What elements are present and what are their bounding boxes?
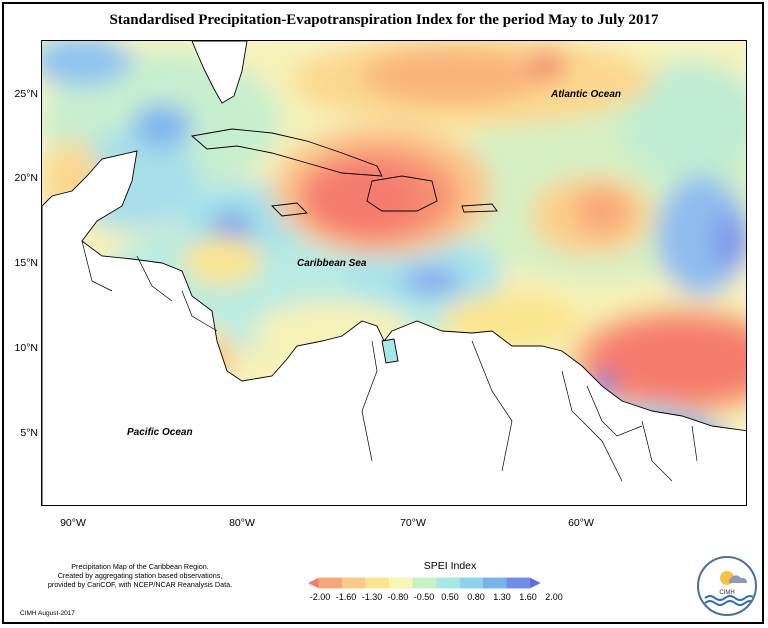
legend-tick-label: 0.50 bbox=[441, 592, 459, 602]
legend-tick-label: -2.00 bbox=[309, 592, 331, 602]
islands bbox=[190, 128, 498, 364]
pacific-ocean-label: Pacific Ocean bbox=[127, 427, 193, 438]
map-canvas bbox=[42, 41, 746, 505]
description-line: provided by CariCOF, with NCEP/NCAR Rean… bbox=[47, 580, 233, 589]
legend-color-swatch bbox=[459, 577, 484, 589]
caribbean-sea-label: Caribbean Sea bbox=[297, 258, 367, 269]
lon-label: 70°W bbox=[400, 517, 426, 529]
legend-color-swatch bbox=[342, 577, 366, 589]
description-line: Precipitation Map of the Caribbean Regio… bbox=[71, 562, 209, 571]
legend-color-swatch bbox=[506, 577, 530, 589]
legend-tick-label: -0.50 bbox=[413, 592, 435, 602]
legend-tick-label: -0.80 bbox=[387, 592, 409, 602]
legend-color-swatch bbox=[389, 577, 413, 589]
legend-color-swatch bbox=[318, 577, 343, 589]
borders bbox=[81, 240, 698, 482]
lon-label: 80°W bbox=[229, 517, 255, 529]
cimh-logo: CIMH bbox=[697, 556, 757, 616]
land-masses bbox=[42, 41, 746, 505]
legend-tick-label: -1.30 bbox=[361, 592, 383, 602]
legend-tick-label: 1.60 bbox=[519, 592, 537, 602]
legend-color-swatch bbox=[483, 577, 507, 589]
atlantic-ocean-label: Atlantic Ocean bbox=[551, 89, 622, 100]
legend-tick-label: 2.00 bbox=[545, 592, 563, 602]
legend-tick-label: -1.60 bbox=[335, 592, 357, 602]
logo-text: CIMH bbox=[719, 590, 735, 596]
lon-label: 90°W bbox=[60, 517, 86, 529]
legend-ticks: -2.00 -1.60 -1.30 -0.80 -0.50 0.50 0.80 1.30 1.6… bbox=[310, 592, 582, 604]
legend-color-swatch bbox=[412, 577, 437, 589]
lat-label: 10°N bbox=[14, 342, 38, 354]
spei-map: Atlantic Ocean Caribbean Sea Pacific Oce… bbox=[41, 40, 747, 506]
lon-label: 60°W bbox=[568, 517, 594, 529]
legend-color-swatch bbox=[365, 577, 390, 589]
legend-color-swatch bbox=[308, 577, 319, 589]
lat-label: 25°N bbox=[14, 88, 38, 100]
legend-tick-label: 1.30 bbox=[493, 592, 511, 602]
map-description: Precipitation Map of the Caribbean Regio… bbox=[20, 562, 260, 589]
logo-emblem bbox=[704, 571, 755, 606]
map-title: Standardised Precipitation-Evapotranspir… bbox=[109, 12, 659, 28]
lat-label: 15°N bbox=[14, 257, 38, 269]
lat-label: 5°N bbox=[20, 427, 38, 439]
legend-colorbar bbox=[308, 577, 541, 589]
lat-label: 20°N bbox=[14, 172, 38, 184]
legend-color-swatch bbox=[529, 577, 541, 589]
legend-tick-label: 0.80 bbox=[467, 592, 485, 602]
description-line: Created by aggregating station based obs… bbox=[57, 571, 223, 580]
credit-text: CIMH August-2017 bbox=[20, 610, 75, 617]
legend-title: SPEI Index bbox=[423, 560, 477, 572]
legend-color-swatch bbox=[436, 577, 460, 589]
